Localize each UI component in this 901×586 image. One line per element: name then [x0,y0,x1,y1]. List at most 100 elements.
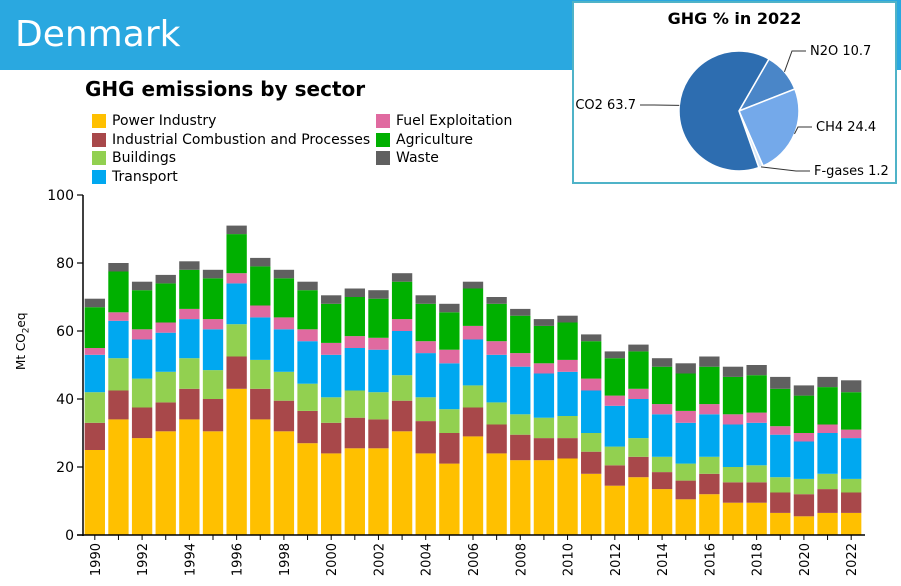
legend-swatch [92,133,106,147]
bar-segment [770,477,791,493]
bar-segment [533,438,555,461]
bar-segment [651,404,673,415]
bar-segment [699,456,720,474]
bar-segment [770,512,791,535]
bar-segment [770,492,791,513]
bar-segment [793,433,815,442]
bar-segment [557,371,578,416]
bar-segment [628,438,649,457]
bar-segment [651,456,673,473]
bar-segment [202,319,224,330]
bar-segment [770,388,791,427]
bar-segment [462,407,484,437]
bar-segment [746,465,767,483]
bar-segment [368,290,389,299]
bar-segment [155,402,176,432]
bar-segment [486,402,507,425]
pie-slice [738,88,800,167]
bar-segment [817,424,838,433]
bar-segment [84,307,105,348]
bar-segment [415,421,436,454]
bar-segment [297,383,318,411]
bar-segment [179,319,200,359]
bar-segment [793,441,815,479]
bar-segment [651,472,673,490]
bar-segment [770,434,791,478]
bar-segment [841,380,862,393]
bar-segment [817,387,838,425]
bar-segment [297,281,318,291]
bar-segment [699,414,720,457]
bar-segment [651,358,673,367]
bar-segment [581,433,602,452]
y-tick-label: 100 [47,188,74,204]
bar-segment [581,390,602,433]
bar-segment [533,373,555,418]
bar-segment [675,480,696,500]
bar-segment [793,478,815,495]
bar-segment [131,290,153,330]
legend-item: Waste [376,149,439,167]
bar-segment [486,303,507,342]
bar-segment [179,419,200,535]
bar-segment [250,257,271,267]
bar-segment [108,390,129,420]
bar-segment [391,431,413,535]
bar-segment [273,400,295,432]
bar-segment [273,431,295,535]
bar-segment [510,315,531,354]
bar-segment [699,473,720,495]
bar-segment [533,363,555,374]
bar-segment [628,456,649,478]
bar-segment [510,414,531,435]
bar-segment [273,269,295,279]
bar-segment [202,399,224,432]
bar-segment [675,463,696,481]
bar-segment [415,397,436,422]
bar-segment [226,356,247,389]
bar-segment [793,395,815,433]
x-tick-label: 1998 [278,543,293,576]
bar-segment [675,422,696,464]
bar-segment [462,436,484,535]
bar-segment [321,342,342,355]
x-tick-label: 2016 [703,543,718,576]
legend-swatch [376,151,390,165]
bar-segment [131,339,153,379]
bar-segment [793,385,815,396]
y-tick-label: 80 [56,256,74,272]
y-tick-label: 60 [56,324,74,340]
x-tick-label: 2018 [751,543,766,576]
x-tick-label: 1994 [183,543,198,576]
bar-segment [510,460,531,535]
x-tick-label: 2006 [467,543,482,576]
bar-segment [746,365,767,376]
bar-segment [226,324,247,357]
bar-segment [746,375,767,413]
legend-item: Fuel Exploitation [376,112,512,130]
country-title: Denmark [15,14,181,55]
bar-segment [557,315,578,323]
bar-segment [368,298,389,338]
legend-label: Agriculture [396,132,473,148]
x-tick-label: 2022 [845,543,860,576]
bar-segment [321,354,342,398]
legend-swatch [92,151,106,165]
bar-segment [486,297,507,304]
pie-leader-line [783,50,806,73]
bar-segment [746,422,767,466]
bar-segment [699,404,720,415]
bar-segment [297,329,318,342]
legend-item: Transport [92,168,178,186]
bar-segment [321,422,342,454]
bar-segment [297,443,318,535]
legend-label: Transport [112,169,178,185]
bar-segment [817,512,838,535]
bar-segment [628,399,649,439]
bar-segment [486,341,507,355]
legend-label: Industrial Combustion and Processes [112,132,371,148]
y-tick-label: 20 [56,460,74,476]
bar-segment [439,463,460,535]
bar-segment [155,283,176,323]
bar-segment [415,353,436,398]
